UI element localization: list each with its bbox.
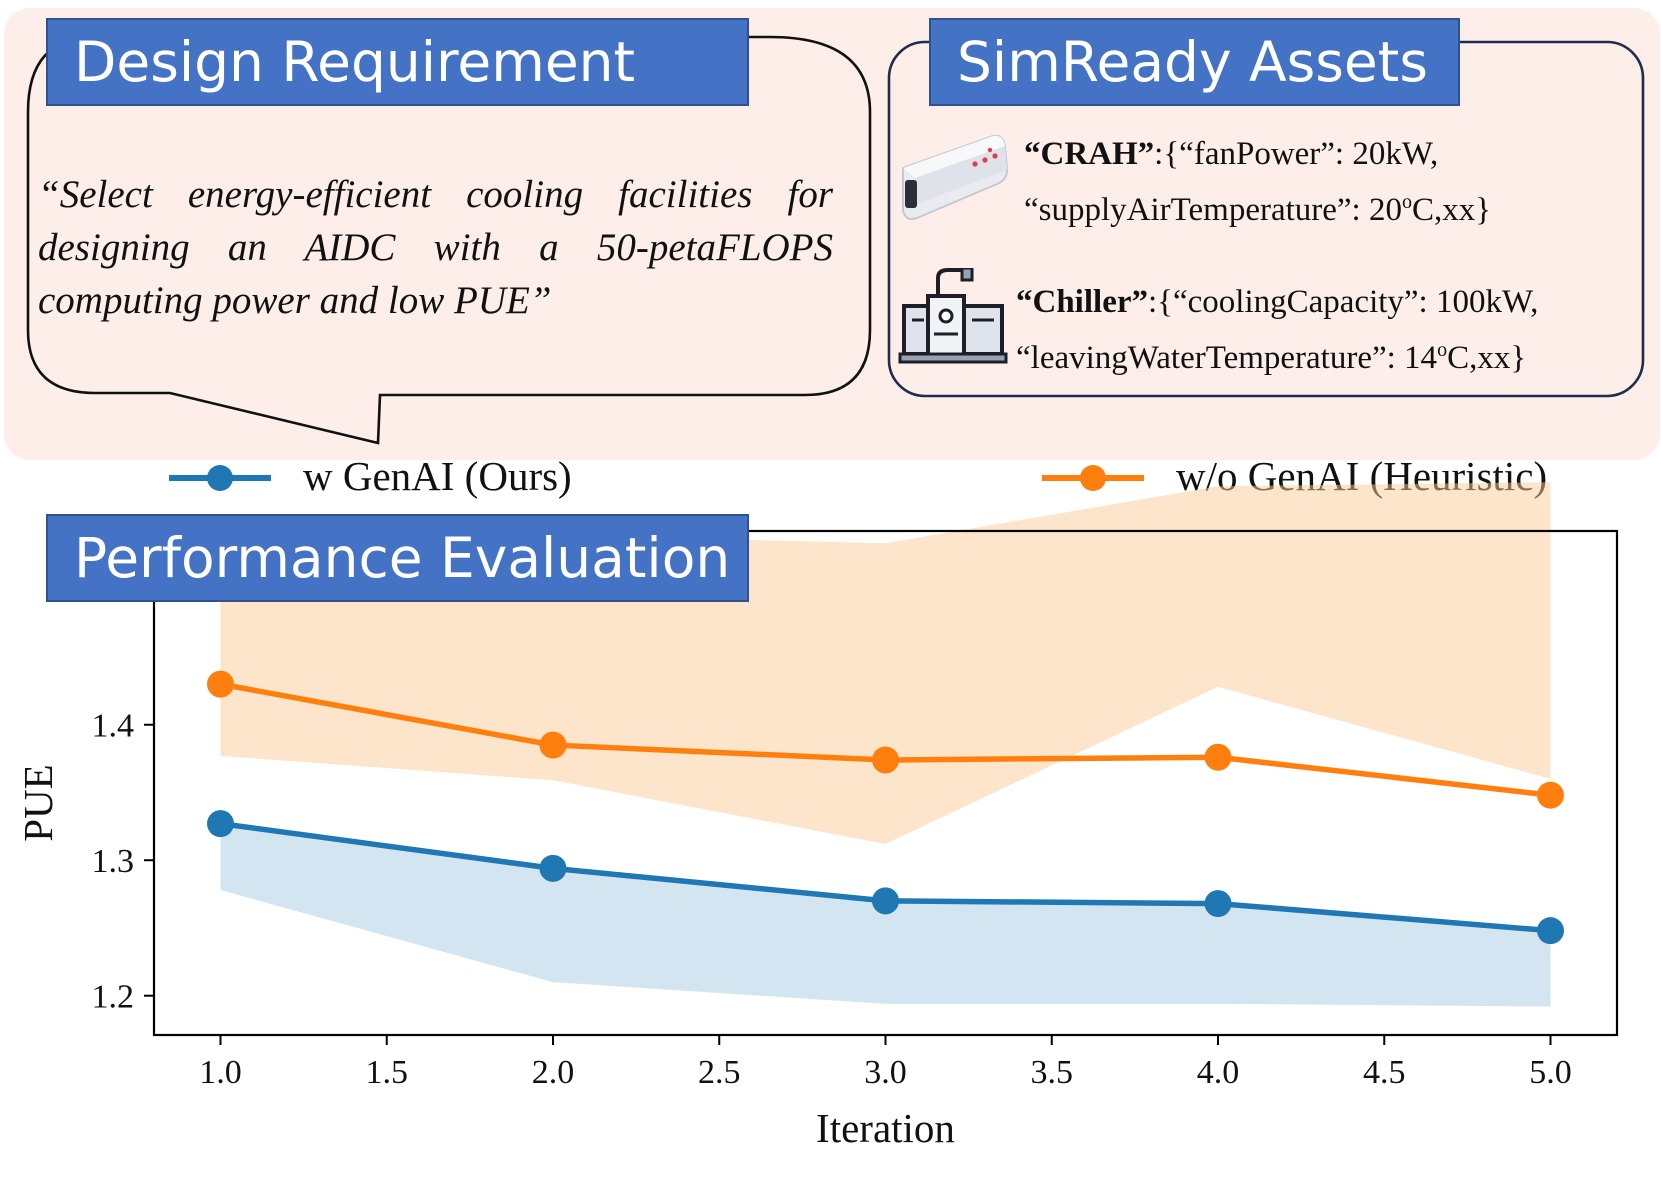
design-requirement-title: Design Requirement — [46, 18, 749, 106]
y-tick-label: 1.2 — [92, 979, 135, 1016]
legend-marker-heuristic — [1042, 465, 1144, 491]
data-point-ours — [1537, 917, 1564, 945]
y-axis-label: PUE — [15, 764, 61, 841]
crah-line1: :{“fanPower”: 20kW, — [1154, 136, 1439, 172]
y-tick-label: 1.4 — [92, 708, 135, 745]
data-point-heuristic — [539, 731, 567, 759]
x-tick-label: 4.0 — [1197, 1054, 1240, 1091]
chiller-line2-pre: “leavingWaterTemperature”: 14 — [1016, 340, 1438, 376]
x-tick-label: 1.0 — [199, 1054, 242, 1091]
crah-degree: o — [1401, 191, 1412, 213]
design-requirement-quote: “Select energy-efficient cooling facilit… — [38, 173, 833, 322]
data-point-heuristic — [872, 746, 899, 774]
legend-label-ours: w GenAI (Ours) — [303, 453, 572, 499]
y-tick-label: 1.3 — [92, 843, 135, 880]
data-point-ours — [207, 810, 234, 838]
data-point-ours — [539, 854, 567, 882]
x-tick-label: 3.5 — [1031, 1054, 1074, 1091]
chiller-spec: “Chiller”:{“coolingCapacity”: 100kW, “le… — [1016, 278, 1538, 382]
x-tick-label: 3.0 — [864, 1054, 907, 1091]
data-point-ours — [1204, 890, 1232, 918]
data-point-ours — [872, 887, 899, 915]
chiller-line2-post: C,xx} — [1447, 340, 1527, 376]
data-point-heuristic — [1204, 743, 1232, 771]
x-tick-label: 2.5 — [698, 1054, 741, 1091]
crah-name: “CRAH” — [1024, 136, 1155, 172]
crah-unit-icon — [902, 134, 1009, 220]
x-tick-label: 1.5 — [366, 1054, 409, 1091]
performance-evaluation-title: Performance Evaluation — [46, 514, 749, 602]
crah-spec: “CRAH”:{“fanPower”: 20kW, “supplyAirTemp… — [1024, 130, 1491, 234]
simready-assets-title: SimReady Assets — [929, 18, 1460, 106]
chiller-line1: :{“coolingCapacity”: 100kW, — [1147, 284, 1539, 320]
speech-bubble — [26, 35, 872, 445]
crah-line2-pre: “supplyAirTemperature”: 20 — [1024, 192, 1402, 228]
legend-marker-ours — [169, 465, 271, 491]
x-tick-label: 2.0 — [532, 1054, 575, 1091]
chiller-degree: o — [1437, 339, 1448, 361]
data-point-heuristic — [207, 670, 234, 698]
crah-line2-post: C,xx} — [1411, 192, 1492, 228]
chiller-name: “Chiller” — [1016, 284, 1148, 320]
x-tick-label: 4.5 — [1363, 1054, 1406, 1091]
x-axis-label: Iteration — [816, 1105, 955, 1151]
x-tick-label: 5.0 — [1529, 1054, 1572, 1091]
data-point-heuristic — [1537, 781, 1564, 809]
chiller-unit-icon — [898, 268, 1008, 364]
